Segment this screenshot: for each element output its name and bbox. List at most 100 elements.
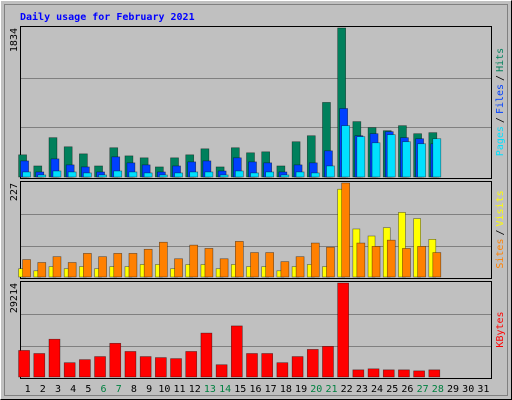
bar [417, 246, 426, 278]
bar [371, 142, 381, 178]
bar [250, 252, 259, 278]
bar [295, 171, 305, 178]
y-tick-label: 227 [9, 183, 20, 201]
legend-separator: / [495, 117, 506, 123]
bar [250, 172, 259, 178]
bar [219, 174, 229, 178]
bar [341, 182, 350, 278]
legend-entry: KBytes [495, 311, 506, 347]
bar [231, 325, 243, 378]
bar [382, 369, 395, 378]
bar [341, 125, 350, 178]
x-tick-label: 28 [432, 384, 444, 395]
legend-entry: Pages [495, 126, 506, 156]
x-tick-label: 2 [40, 384, 46, 395]
x-tick-label: 20 [310, 384, 322, 395]
bar [37, 174, 47, 178]
legend: KBytes [495, 311, 506, 347]
legend: Pages / Files / Hits [495, 48, 506, 156]
bar [155, 357, 167, 378]
x-tick-label: 18 [280, 384, 292, 395]
x-tick-label: 19 [295, 384, 307, 395]
bar [189, 171, 199, 178]
bar [98, 174, 107, 178]
bar [413, 370, 425, 378]
bar [22, 259, 31, 278]
bar [37, 262, 47, 278]
bar [159, 241, 168, 278]
bar [276, 362, 289, 378]
x-tick-label: 31 [477, 384, 489, 395]
x-tick-label: 4 [70, 384, 76, 395]
x-tick-label: 26 [401, 384, 413, 395]
bar [204, 171, 214, 178]
bar [67, 171, 77, 178]
bar [170, 358, 182, 378]
bar [322, 346, 334, 378]
x-tick-label: 30 [462, 384, 474, 395]
bar [265, 171, 274, 178]
bar [159, 174, 168, 178]
bar [67, 262, 77, 278]
bar [48, 338, 61, 378]
bar [432, 138, 442, 178]
bar [174, 258, 183, 278]
bar [398, 212, 406, 278]
legend-entry: Files [495, 84, 506, 114]
x-tick-label: 3 [55, 384, 61, 395]
bar [246, 353, 258, 378]
bar [52, 256, 62, 278]
bar [204, 248, 214, 278]
bar [291, 356, 304, 378]
bar [94, 356, 106, 378]
bar [432, 252, 442, 278]
bar [124, 351, 137, 378]
bar [235, 241, 244, 278]
bar [326, 165, 335, 178]
bar [98, 256, 107, 278]
bar [200, 332, 213, 378]
bar [402, 141, 411, 178]
bar [310, 172, 320, 178]
bar [326, 246, 335, 278]
bar [386, 134, 396, 178]
bar [261, 353, 273, 378]
x-tick-label: 15 [234, 384, 246, 395]
x-tick-label: 29 [447, 384, 459, 395]
legend-separator: / [495, 229, 506, 235]
bar [280, 261, 290, 278]
bar [428, 369, 441, 378]
bar [128, 171, 138, 178]
x-tick-label: 22 [341, 384, 353, 395]
x-tick-label: 14 [219, 384, 231, 395]
bar [352, 369, 365, 378]
bar [215, 364, 228, 378]
x-tick-label: 13 [204, 384, 216, 395]
legend-entry: Hits [495, 48, 506, 72]
bar [52, 170, 62, 178]
bar [417, 143, 426, 178]
bar [113, 253, 123, 278]
bar [185, 351, 198, 378]
bar [367, 368, 380, 378]
bar [113, 170, 123, 178]
chart-title: Daily usage for February 2021 [20, 11, 195, 23]
bar [143, 172, 153, 178]
legend-entry: Visits [495, 190, 506, 226]
bar [402, 248, 411, 278]
bar [219, 258, 229, 278]
bar [143, 248, 153, 278]
x-tick-label: 5 [85, 384, 91, 395]
bar [189, 244, 199, 278]
x-tick-label: 24 [371, 384, 383, 395]
bar [79, 359, 91, 378]
x-tick-label: 11 [174, 384, 186, 395]
x-tick-label: 8 [131, 384, 137, 395]
bar [386, 239, 396, 278]
bar [109, 342, 122, 378]
x-tick-label: 9 [146, 384, 152, 395]
legend: Sites / Visits [495, 190, 506, 268]
bar [235, 170, 244, 178]
